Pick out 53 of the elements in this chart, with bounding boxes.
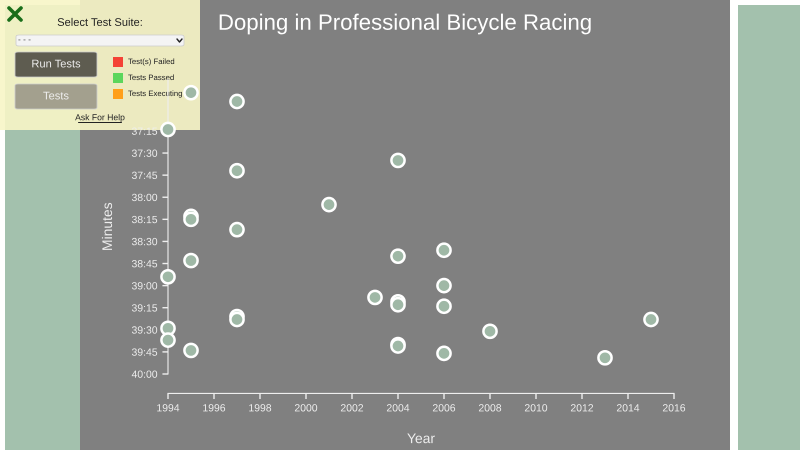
y-tick-label: 38:00 bbox=[132, 194, 158, 202]
point bbox=[160, 332, 176, 348]
point bbox=[390, 248, 406, 264]
point bbox=[436, 346, 452, 362]
point bbox=[597, 350, 613, 366]
point bbox=[183, 342, 199, 358]
point bbox=[390, 152, 406, 168]
point bbox=[160, 122, 176, 138]
point bbox=[436, 278, 452, 294]
y-tick-label: 37:30 bbox=[132, 150, 158, 157]
y-tick-label: 38:15 bbox=[132, 216, 158, 224]
x-tick-label: 1994 bbox=[157, 404, 180, 412]
x-tick-label: 2008 bbox=[478, 404, 502, 412]
point bbox=[229, 162, 245, 179]
y-tick-label: 37:45 bbox=[132, 172, 158, 180]
point bbox=[160, 268, 176, 285]
x-tick-label: 2004 bbox=[386, 404, 410, 412]
point bbox=[183, 84, 199, 100]
point bbox=[390, 296, 406, 313]
x-tick-label: 2002 bbox=[340, 404, 364, 412]
y-axis-title: Minutes bbox=[102, 202, 112, 250]
x-tick-label: 2010 bbox=[524, 404, 548, 412]
x-tick-label: 2014 bbox=[616, 404, 640, 412]
point bbox=[321, 196, 337, 212]
y-tick-label: 39:00 bbox=[132, 282, 158, 290]
y-tick-label: 39:15 bbox=[132, 304, 158, 312]
x-tick-label: 2000 bbox=[294, 404, 318, 412]
text: Run Tests bbox=[32, 60, 80, 68]
point bbox=[436, 298, 452, 314]
y-tick-label: 38:30 bbox=[132, 238, 158, 246]
point bbox=[367, 290, 383, 306]
x-tick-label: 1998 bbox=[249, 404, 272, 412]
chart-title: Doping in Professional Bicycle Racing bbox=[220, 14, 591, 34]
text: Select Test Suite: bbox=[58, 18, 142, 26]
point bbox=[643, 312, 659, 328]
point bbox=[229, 94, 245, 110]
point bbox=[229, 312, 245, 328]
x-tick-label: 2012 bbox=[570, 404, 594, 412]
x-axis-title: Year bbox=[407, 434, 435, 444]
y-tick-label: 40:00 bbox=[132, 370, 158, 378]
y-tick-label: 38:45 bbox=[132, 260, 158, 268]
x-tick-label: 1996 bbox=[203, 404, 226, 412]
point bbox=[436, 242, 452, 258]
point bbox=[183, 252, 199, 268]
text: Ask For Help bbox=[75, 114, 125, 122]
x-tick-label: 2016 bbox=[662, 404, 686, 412]
point bbox=[229, 222, 245, 238]
text: Tests bbox=[43, 92, 69, 100]
point bbox=[482, 323, 498, 340]
y-tick-label: 39:30 bbox=[132, 326, 158, 334]
x-tick-label: 2006 bbox=[432, 404, 456, 412]
point bbox=[183, 211, 199, 228]
y-tick-label: 39:45 bbox=[132, 348, 158, 356]
